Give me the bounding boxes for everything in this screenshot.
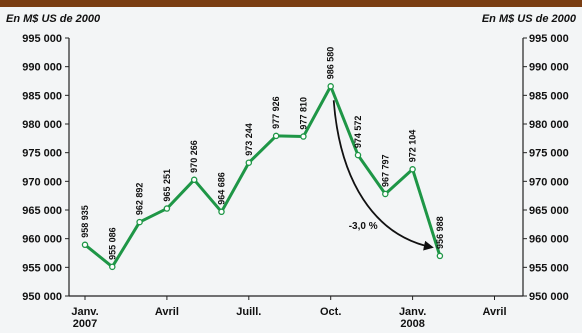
data-series: [81, 83, 444, 271]
y-tick-label-right: 950 000: [529, 291, 569, 303]
y-tick-label-right: 960 000: [529, 234, 569, 246]
axes: [65, 37, 527, 300]
data-point: [436, 252, 444, 260]
data-label: 977 926: [271, 96, 281, 129]
x-tick-label: Juill.: [236, 306, 261, 318]
x-tick-label-year: 2008: [400, 318, 424, 330]
y-tick-label-left: 975 000: [22, 148, 62, 160]
data-point: [190, 176, 198, 184]
data-label: 967 797: [380, 154, 390, 187]
y-tick-label-left: 995 000: [22, 33, 62, 45]
data-label: 974 572: [353, 116, 363, 149]
series-line: [84, 84, 442, 269]
data-point: [109, 263, 116, 271]
top-accent-bar: [0, 0, 582, 7]
x-tick-label: Janv.: [399, 306, 426, 318]
data-point: [272, 132, 280, 140]
data-label: 955 086: [107, 227, 117, 260]
trend-annotation: -3,0 %: [332, 100, 434, 251]
data-label: 970 266: [189, 140, 199, 173]
data-label: 962 892: [135, 183, 145, 216]
x-tick-label: Janv.: [71, 306, 98, 318]
x-tick-label: Avril: [482, 306, 506, 318]
y-tick-label-right: 970 000: [529, 176, 569, 188]
data-label: 965 251: [162, 169, 172, 202]
y-tick-label-right: 990 000: [529, 62, 569, 74]
data-label: 956 988: [435, 216, 445, 249]
data-point: [81, 241, 89, 249]
data-point: [327, 83, 334, 90]
data-label: 958 935: [80, 205, 90, 238]
data-label: 977 810: [298, 97, 308, 130]
data-label: 973 244: [244, 123, 254, 156]
y-tick-label-left: 965 000: [22, 205, 62, 217]
y-tick-label-right: 980 000: [529, 119, 569, 131]
trend-arrow: [332, 100, 434, 251]
data-point: [382, 190, 389, 198]
data-point: [300, 133, 307, 140]
data-point: [136, 218, 143, 226]
y-tick-label-left: 950 000: [22, 291, 62, 303]
y-tick-label-left: 980 000: [22, 119, 62, 131]
x-tick-label: Avril: [155, 306, 179, 318]
data-point: [409, 166, 416, 173]
y-tick-label-left: 960 000: [22, 234, 62, 246]
data-label: 964 686: [217, 172, 227, 205]
data-point: [354, 151, 362, 159]
data-point: [163, 205, 171, 212]
y-tick-label-right: 975 000: [529, 148, 569, 160]
y-tick-label-left: 985 000: [22, 90, 62, 102]
data-point: [218, 208, 225, 216]
data-label: 972 104: [408, 130, 418, 163]
data-point: [245, 159, 253, 166]
y-tick-label-right: 985 000: [529, 90, 569, 102]
tick-labels: 950 000 950 000 955 000 955 000 960 000 960 0…: [22, 33, 569, 330]
y-tick-label-right: 995 000: [529, 33, 569, 45]
unit-label-right: En M$ US de 2000: [482, 13, 577, 25]
y-tick-label-left: 955 000: [22, 262, 62, 274]
x-tick-label-year: 2007: [73, 318, 97, 330]
y-tick-label-right: 955 000: [529, 262, 569, 274]
y-tick-label-left: 970 000: [22, 176, 62, 188]
data-labels: 958 935 955 086 962 892 965 251 970 266 964 6…: [80, 47, 445, 260]
unit-label-left: En M$ US de 2000: [6, 13, 101, 25]
y-tick-label-right: 965 000: [529, 205, 569, 217]
trend-annotation-label: -3,0 %: [349, 221, 378, 232]
x-tick-label: Oct.: [320, 306, 341, 318]
data-label: 986 580: [326, 47, 336, 80]
y-tick-label-left: 990 000: [22, 62, 62, 74]
